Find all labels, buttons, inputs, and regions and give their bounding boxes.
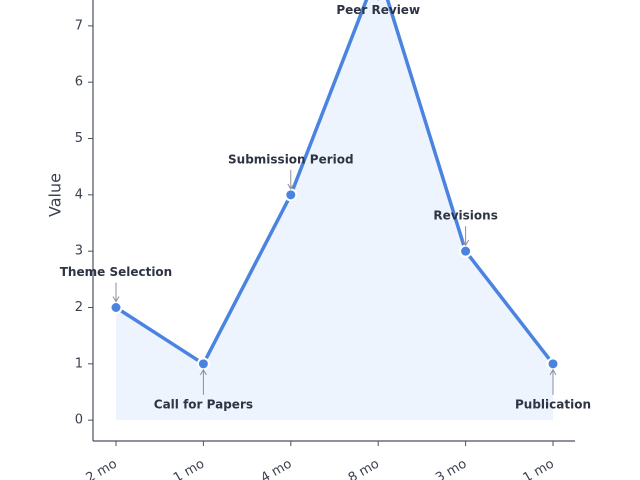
y-tick-label: 2 — [75, 300, 83, 315]
annotation-arrowhead — [287, 183, 295, 190]
point — [459, 244, 473, 258]
annotation-arrowhead — [199, 368, 207, 376]
y-tick-label: 1 — [75, 356, 83, 371]
x-tick-label: 2 mo — [84, 456, 120, 480]
point — [196, 357, 210, 371]
annotation: Call for Papers — [154, 397, 253, 411]
x-tick-label: 3 mo — [433, 456, 469, 480]
annotation: Submission Period — [228, 152, 354, 166]
annotation: Theme Selection — [60, 265, 172, 279]
y-tick-label: 0 — [75, 413, 83, 428]
x-tick-label: 1 mo — [521, 456, 557, 480]
annotation: Peer Review — [336, 3, 420, 17]
x-tick-label: 4 mo — [258, 456, 294, 480]
x-tick-label: 8 mo — [346, 456, 382, 480]
annotation-arrowhead — [549, 368, 557, 376]
point — [284, 188, 298, 202]
point — [109, 301, 123, 315]
y-axis-label: Value — [46, 173, 65, 217]
x-tick-label: 1 mo — [171, 456, 207, 480]
y-tick-label: 7 — [75, 18, 83, 33]
annotation: Publication — [515, 397, 591, 411]
point — [546, 357, 560, 371]
area — [116, 0, 553, 421]
line — [115, 0, 555, 366]
y-tick-label: 5 — [75, 131, 83, 146]
annotation-arrowhead — [112, 296, 120, 303]
annotation: Revisions — [433, 209, 498, 223]
y-tick-label: 4 — [75, 187, 83, 202]
y-tick-label: 3 — [75, 244, 83, 259]
y-tick-label: 6 — [75, 75, 83, 90]
annotation-arrowhead — [462, 239, 470, 247]
